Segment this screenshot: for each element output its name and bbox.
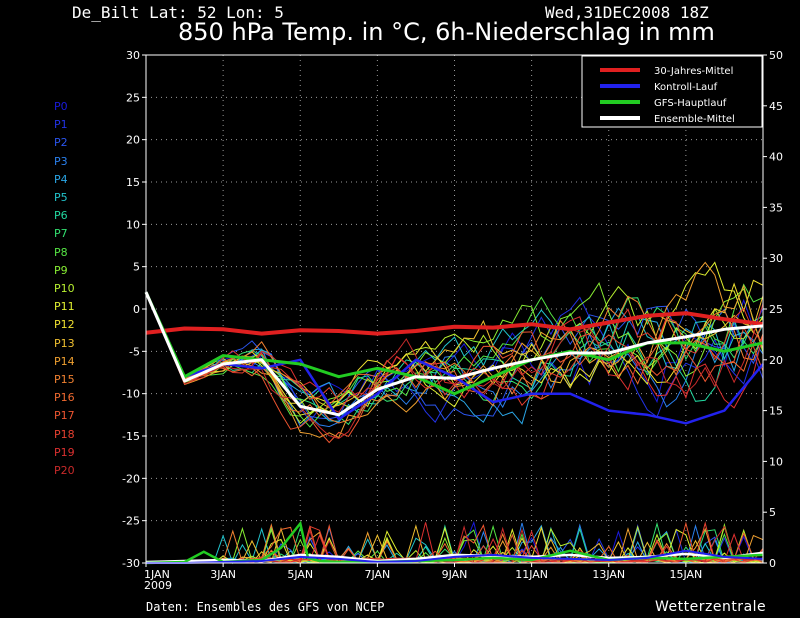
- left-tick-label: -10: [122, 388, 140, 401]
- x-tick-label: 1JAN: [144, 568, 170, 581]
- run-timestamp: Wed,31DEC2008 18Z: [545, 3, 709, 22]
- series-line-ensemble-mittel: [144, 291, 764, 417]
- legend-entry: GFS-Hauptlauf: [654, 98, 727, 109]
- member-label: P9: [54, 263, 68, 277]
- member-label: P8: [54, 245, 68, 259]
- right-tick-label: 20: [769, 354, 783, 367]
- member-label: P15: [54, 373, 75, 386]
- left-axis: 30 25 20 15 10 5 0 -5 -10 -15 -20 -25 -30: [122, 49, 146, 570]
- x-tick-label: 9JAN: [442, 568, 468, 581]
- right-tick-label: 45: [769, 100, 783, 113]
- member-label: P10: [54, 282, 75, 295]
- ensemble-members: [145, 261, 764, 565]
- station-label: De_Bilt Lat: 52 Lon: 5: [72, 3, 284, 22]
- ensemble-member-line: [145, 291, 764, 417]
- left-tick-label: -25: [122, 515, 140, 528]
- brand-label: Wetterzentrale: [655, 599, 767, 615]
- x-axis: 1JAN 3JAN 5JAN 7JAN 9JAN 11JAN 13JAN 15JAN 2009: [144, 563, 702, 592]
- member-label: P4: [54, 172, 68, 186]
- plot-frame: [145, 54, 764, 564]
- member-label: P7: [54, 227, 68, 241]
- right-tick-label: 35: [769, 201, 783, 214]
- x-tick-label: 13JAN: [592, 568, 625, 581]
- x-tick-label: 5JAN: [287, 568, 313, 581]
- member-label: P13: [54, 336, 75, 350]
- right-tick-label: 15: [769, 405, 783, 418]
- right-tick-label: 10: [769, 455, 783, 468]
- right-tick-label: 50: [769, 49, 783, 62]
- right-tick-label: 25: [769, 303, 783, 316]
- ensemble-member-line: [145, 291, 764, 439]
- ensemble-member-line: [145, 283, 764, 428]
- x-tick-label: 11JAN: [515, 568, 548, 581]
- chart-title: 850 hPa Temp. in °C, 6h-Niederschlag in …: [178, 18, 715, 46]
- temperature-series: [144, 291, 764, 425]
- series-line-gfs-hauptlauf: [144, 291, 764, 396]
- member-label: P17: [54, 409, 75, 423]
- series-line-kontroll-lauf: [144, 291, 764, 425]
- left-tick-label: -30: [122, 557, 140, 570]
- left-tick-label: 15: [126, 176, 140, 189]
- member-label: P0: [54, 100, 68, 113]
- member-label: P19: [54, 445, 75, 459]
- x-year-label: 2009: [144, 579, 172, 592]
- right-tick-label: 5: [769, 506, 776, 519]
- ensemble-member-line: [145, 291, 764, 425]
- left-tick-label: 5: [133, 261, 140, 274]
- grid: [146, 55, 763, 563]
- member-label: P12: [54, 318, 75, 332]
- member-label: P20: [54, 464, 75, 477]
- left-tick-label: 25: [126, 91, 140, 104]
- precipitation-series: [145, 520, 764, 565]
- left-tick-label: 0: [133, 303, 140, 316]
- x-tick-label: 7JAN: [364, 568, 390, 581]
- left-tick-label: -20: [122, 472, 140, 485]
- series-line--jahres-mittel: [145, 311, 764, 336]
- member-label: P2: [54, 136, 68, 150]
- left-tick-label: 30: [126, 49, 140, 62]
- member-label: P18: [54, 427, 75, 441]
- left-tick-label: 10: [126, 218, 140, 231]
- member-label: P14: [54, 354, 75, 368]
- x-tick-label: 3JAN: [210, 568, 236, 581]
- member-label: P5: [54, 191, 68, 204]
- member-label: P1: [54, 118, 68, 132]
- precip-line-kontroll-lauf: [146, 549, 764, 564]
- right-tick-label: 0: [769, 557, 776, 570]
- legend-entry: Ensemble-Mittel: [654, 114, 735, 125]
- x-tick-label: 15JAN: [669, 568, 702, 581]
- member-label: P16: [54, 391, 75, 405]
- ensemble-member-line: [145, 291, 764, 426]
- left-tick-label: 20: [126, 134, 140, 147]
- legend-entry: Kontroll-Lauf: [654, 82, 718, 93]
- data-source: Daten: Ensembles des GFS von NCEP: [146, 600, 385, 614]
- member-label: P6: [54, 209, 68, 223]
- ensemble-member-line: [145, 291, 764, 421]
- legend-box: [581, 55, 763, 128]
- left-tick-label: -5: [129, 345, 140, 358]
- legend: 30-Jahres-Mittel Kontroll-Lauf GFS-Hauptla…: [581, 55, 763, 128]
- ensemble-member-line: [145, 261, 764, 439]
- right-tick-label: 40: [769, 151, 783, 164]
- right-tick-label: 30: [769, 252, 783, 265]
- ensemble-member-line: [145, 291, 764, 424]
- member-label: P11: [54, 300, 75, 314]
- member-label: P3: [54, 154, 68, 168]
- left-tick-label: -15: [122, 430, 140, 443]
- legend-entry: 30-Jahres-Mittel: [654, 66, 733, 77]
